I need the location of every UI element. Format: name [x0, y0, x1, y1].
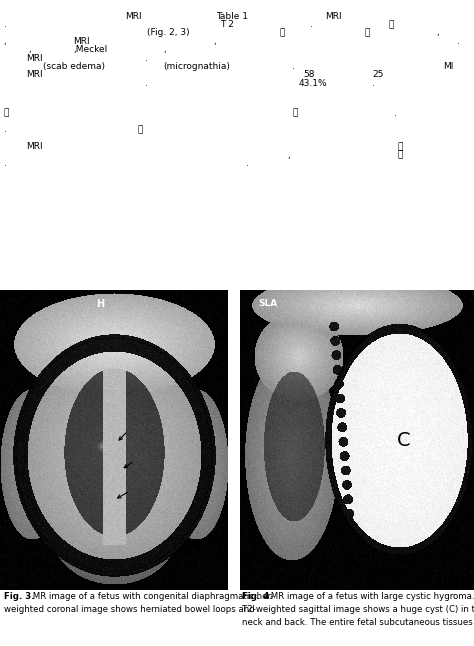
Text: MRI: MRI [26, 54, 43, 63]
Text: (Fig. 2, 3): (Fig. 2, 3) [147, 28, 190, 37]
Text: T2-weighted sagittal image shows a huge cyst (C) in the fet: T2-weighted sagittal image shows a huge … [242, 605, 474, 614]
Text: T 2: T 2 [220, 20, 234, 29]
Text: .: . [292, 62, 294, 71]
Text: .: . [372, 79, 375, 88]
Text: .: . [4, 20, 7, 29]
Text: .: . [457, 37, 460, 46]
Text: Fig. 4.: Fig. 4. [242, 592, 273, 601]
Text: C: C [397, 430, 410, 450]
Text: .: . [145, 79, 147, 88]
Text: 가: 가 [397, 151, 402, 160]
Text: MRI: MRI [73, 37, 90, 46]
Text: .: . [246, 159, 248, 168]
Text: 가: 가 [397, 142, 402, 151]
Text: ,: , [164, 45, 166, 54]
Text: MI: MI [443, 62, 454, 71]
Text: .: . [145, 54, 147, 63]
Text: 가: 가 [137, 125, 143, 134]
Text: 가: 가 [280, 28, 285, 37]
Text: (micrognathia): (micrognathia) [164, 62, 230, 71]
Text: weighted coronal image shows herniated bowel loops and: weighted coronal image shows herniated b… [4, 605, 255, 614]
Text: 가: 가 [293, 109, 298, 118]
Text: SLA: SLA [259, 299, 278, 308]
Text: ,: , [28, 45, 31, 54]
Text: Fig. 3.: Fig. 3. [4, 592, 35, 601]
Text: .: . [4, 125, 7, 134]
Text: H: H [96, 299, 104, 309]
Text: 가: 가 [389, 20, 394, 29]
Text: ,: , [4, 37, 7, 46]
Text: 가: 가 [365, 28, 370, 37]
Text: ,: , [287, 151, 290, 160]
Text: 58: 58 [303, 70, 315, 79]
Text: MRI: MRI [26, 142, 43, 151]
Text: (scab edema): (scab edema) [43, 62, 105, 71]
Text: 25: 25 [372, 70, 383, 79]
Text: .: . [4, 159, 7, 168]
Text: ,: , [213, 37, 216, 46]
Text: neck and back. The entire fetal subcutaneous tissues are thic: neck and back. The entire fetal subcutan… [242, 618, 474, 627]
Text: MRI: MRI [325, 12, 341, 21]
Text: ,: , [436, 28, 439, 37]
Text: MRI: MRI [26, 70, 43, 79]
Text: Table 1: Table 1 [216, 12, 248, 21]
Text: ,Meckel: ,Meckel [73, 45, 108, 54]
Text: .: . [310, 20, 313, 29]
Text: 43.1%: 43.1% [299, 79, 327, 88]
Text: 가: 가 [4, 109, 9, 118]
Text: MRI: MRI [126, 12, 142, 21]
Text: MR image of a fetus with large cystic hygroma.: MR image of a fetus with large cystic hy… [268, 592, 474, 601]
Text: .: . [394, 109, 397, 118]
Text: MR image of a fetus with congenital diaphragmatic her-: MR image of a fetus with congenital diap… [30, 592, 273, 601]
